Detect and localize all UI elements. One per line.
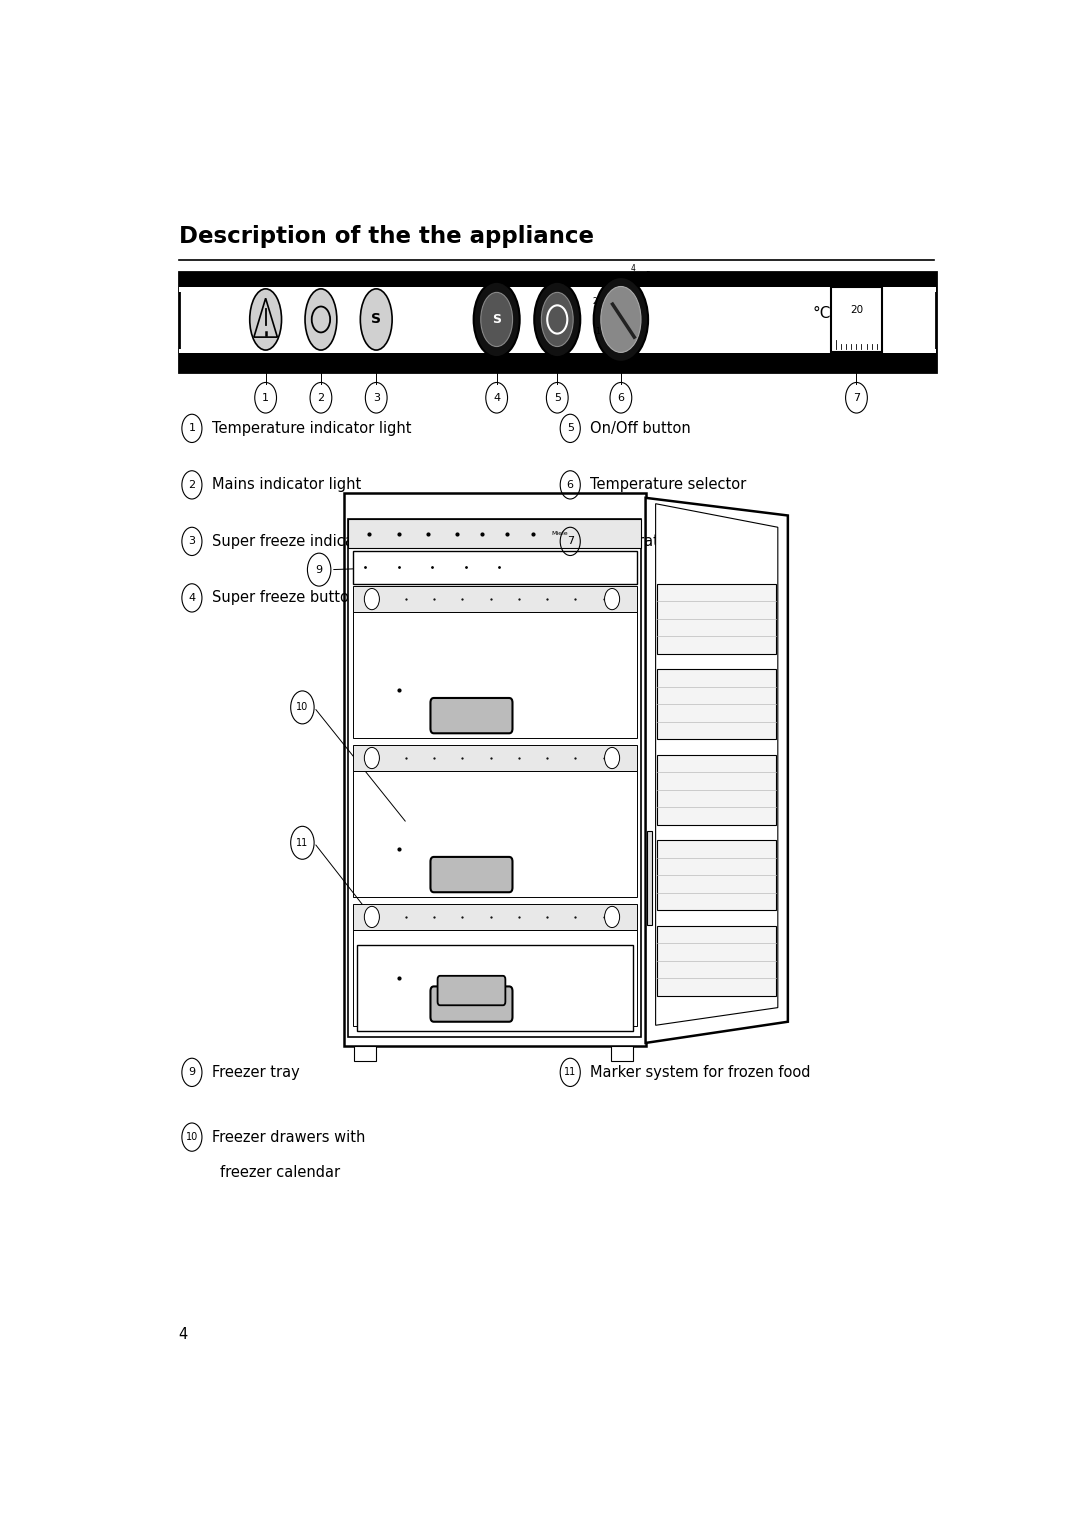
- Bar: [658, 755, 777, 824]
- Text: 6: 6: [618, 393, 624, 402]
- Bar: [345, 494, 646, 1046]
- Bar: [831, 287, 882, 352]
- Text: 2: 2: [318, 393, 324, 402]
- Bar: [349, 518, 642, 1037]
- Text: 9: 9: [188, 1067, 195, 1078]
- Ellipse shape: [600, 286, 642, 352]
- Text: 11: 11: [296, 838, 309, 847]
- Text: 3: 3: [606, 272, 611, 281]
- Ellipse shape: [361, 289, 392, 350]
- Ellipse shape: [481, 292, 513, 347]
- Bar: [352, 904, 637, 930]
- Bar: [356, 945, 633, 1031]
- Bar: [178, 353, 936, 372]
- Text: Temperature selector: Temperature selector: [591, 477, 746, 492]
- Text: 3: 3: [373, 393, 380, 402]
- Bar: [352, 586, 637, 612]
- Text: 7: 7: [853, 393, 860, 402]
- Text: 3: 3: [188, 537, 195, 546]
- Bar: [352, 550, 637, 584]
- Text: 10: 10: [296, 702, 309, 713]
- Text: 10: 10: [186, 1131, 198, 1142]
- Text: 5: 5: [567, 424, 573, 433]
- Circle shape: [605, 589, 620, 610]
- Text: Super freeze button: Super freeze button: [212, 590, 359, 605]
- FancyBboxPatch shape: [437, 976, 505, 1005]
- Text: Temperature indicator light: Temperature indicator light: [212, 420, 411, 436]
- Text: 20: 20: [850, 306, 863, 315]
- Ellipse shape: [249, 289, 282, 350]
- Text: 6: 6: [567, 480, 573, 489]
- Text: 4: 4: [494, 393, 500, 402]
- Text: 4: 4: [178, 1327, 188, 1342]
- Bar: [658, 841, 777, 910]
- Circle shape: [605, 748, 620, 769]
- Bar: [178, 272, 936, 287]
- Bar: [647, 832, 652, 925]
- Bar: [349, 518, 642, 549]
- Ellipse shape: [541, 292, 573, 347]
- Text: freezer calendar: freezer calendar: [220, 1165, 340, 1180]
- Polygon shape: [656, 503, 778, 1026]
- Bar: [352, 930, 637, 1026]
- Bar: [658, 584, 777, 654]
- FancyBboxPatch shape: [431, 986, 513, 1021]
- Bar: [354, 1046, 376, 1061]
- Circle shape: [605, 907, 620, 928]
- Text: 1: 1: [188, 424, 195, 433]
- Text: 4: 4: [630, 265, 635, 274]
- Text: Temperature display: Temperature display: [591, 534, 740, 549]
- Circle shape: [364, 748, 379, 769]
- Ellipse shape: [305, 289, 337, 350]
- Text: S: S: [372, 312, 381, 327]
- Text: Marker system for frozen food: Marker system for frozen food: [591, 1064, 811, 1079]
- Text: 11: 11: [564, 1067, 577, 1078]
- Circle shape: [364, 907, 379, 928]
- Bar: [658, 670, 777, 740]
- Circle shape: [364, 589, 379, 610]
- Text: Mains indicator light: Mains indicator light: [212, 477, 361, 492]
- Text: 1: 1: [595, 327, 599, 336]
- Bar: [178, 272, 936, 372]
- Text: S: S: [492, 313, 501, 326]
- Bar: [352, 745, 637, 771]
- Text: 5: 5: [554, 393, 561, 402]
- Bar: [178, 350, 936, 353]
- Text: Super freeze indicator light: Super freeze indicator light: [212, 534, 411, 549]
- Text: °C: °C: [812, 306, 831, 321]
- Ellipse shape: [594, 277, 648, 362]
- Polygon shape: [646, 498, 788, 1043]
- Text: 1: 1: [262, 393, 269, 402]
- Text: 9: 9: [315, 564, 323, 575]
- Bar: [352, 771, 637, 898]
- Bar: [178, 287, 936, 292]
- Ellipse shape: [535, 281, 580, 358]
- Text: 4: 4: [188, 593, 195, 602]
- Text: On/Off button: On/Off button: [591, 420, 691, 436]
- Text: Freezer drawers with: Freezer drawers with: [212, 1130, 365, 1145]
- Bar: [658, 925, 777, 995]
- Bar: [611, 1046, 633, 1061]
- Ellipse shape: [474, 281, 519, 358]
- FancyBboxPatch shape: [431, 697, 513, 734]
- Bar: [352, 612, 637, 739]
- Text: Freezer tray: Freezer tray: [212, 1064, 300, 1079]
- Text: 2: 2: [188, 480, 195, 489]
- Text: 7: 7: [567, 537, 573, 546]
- Text: 5: 5: [645, 272, 650, 280]
- Text: Description of the the appliance: Description of the the appliance: [178, 225, 594, 248]
- FancyBboxPatch shape: [431, 856, 513, 893]
- Text: 2: 2: [593, 297, 597, 306]
- Text: Miele: Miele: [551, 531, 568, 537]
